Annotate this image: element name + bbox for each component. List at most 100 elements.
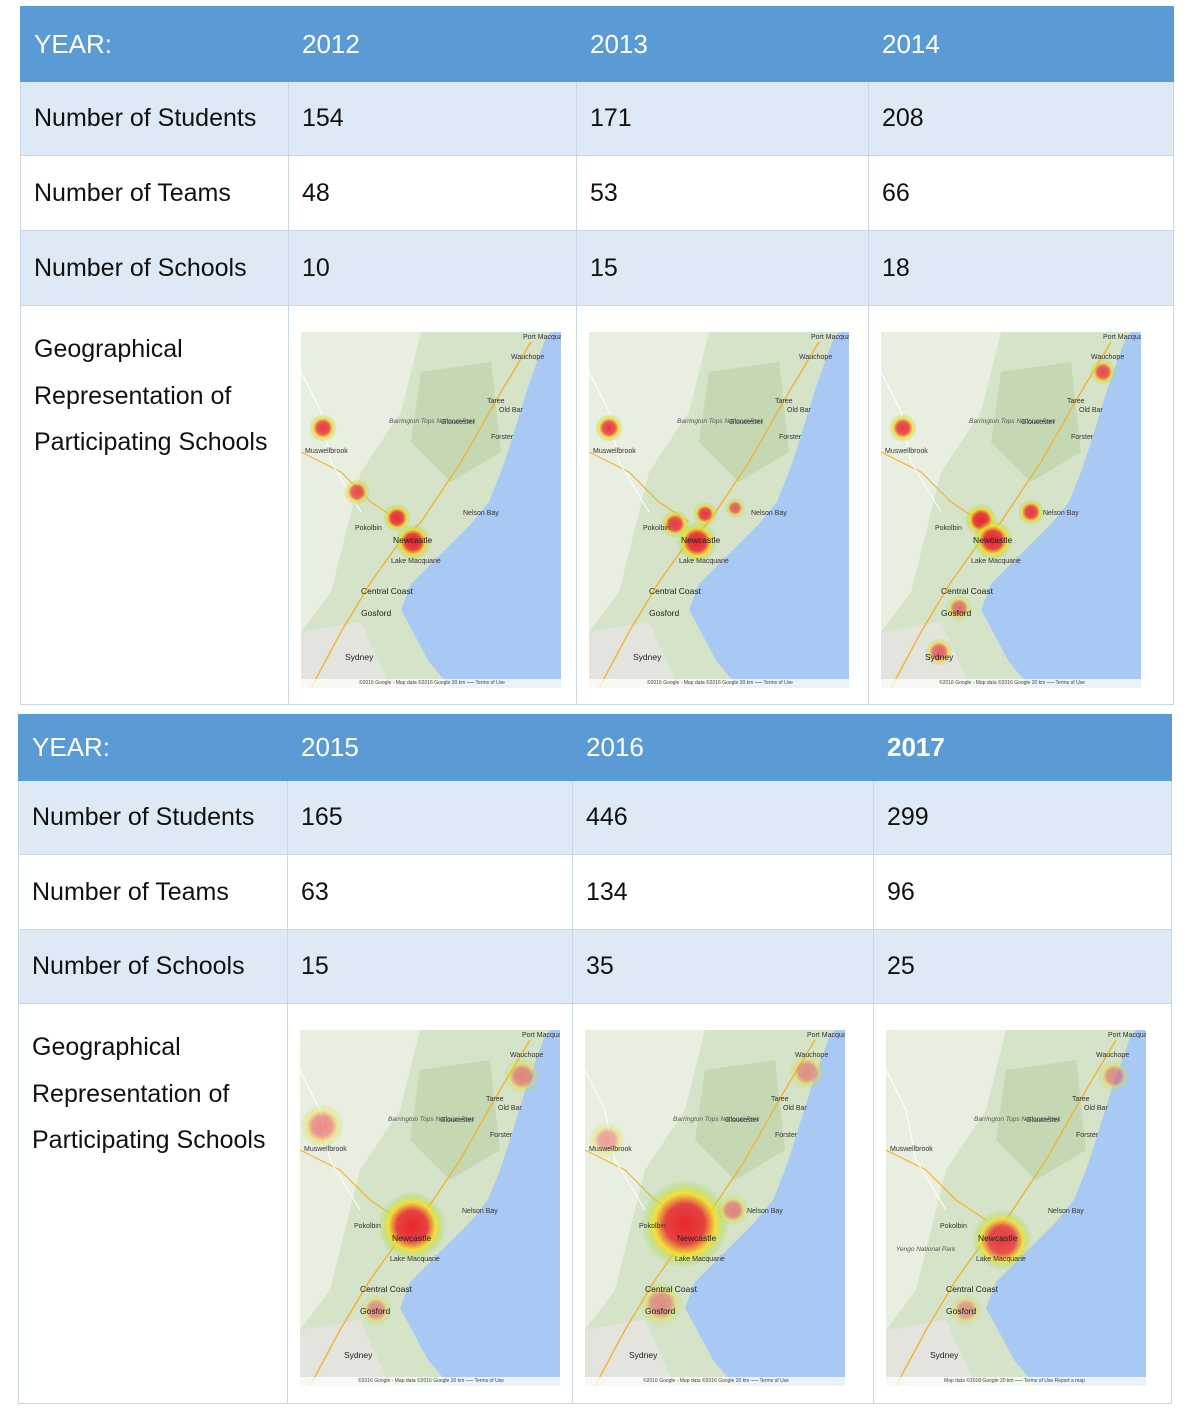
heat-spot — [973, 520, 1013, 560]
heat-spot — [1098, 1060, 1130, 1092]
heat-spot — [950, 1294, 982, 1326]
map-label-central-coast: Central Coast — [360, 1284, 412, 1294]
map-label-forster: Forster — [779, 434, 802, 441]
heat-spot — [589, 1122, 625, 1158]
heat-spot — [344, 479, 370, 505]
map-label-barrington: Barrington Tops National Park — [673, 1116, 760, 1123]
row-label: Number of Schools — [18, 929, 288, 1004]
map-footer: ©2016 Google - Map data ©2016 Google 20 … — [585, 1377, 845, 1386]
cell-value: 18 — [868, 230, 1174, 306]
map-label-barrington: Barrington Tops National Park — [388, 1116, 475, 1123]
map-label-forster: Forster — [1076, 1132, 1099, 1139]
map-footer: ©2016 Google - Map data ©2016 Google 20 … — [589, 679, 849, 688]
year-2015: 2015 — [287, 714, 573, 781]
heat-spot — [378, 1192, 446, 1260]
map-footer: Map data ©2018 Google 20 km ⎯⎯⎯ Terms of… — [886, 1377, 1146, 1386]
map-footer: ©2016 Google - Map data ©2016 Google 20 … — [300, 1377, 560, 1386]
row-label: Number of Teams — [18, 854, 288, 930]
map-2015: Port Macquarie Wauchope Taree Old Bar Forste… — [300, 1030, 560, 1386]
map-label-old-bar: Old Bar — [783, 1105, 807, 1112]
map-label-newcastle: Newcastle — [681, 535, 721, 545]
map-label-nelson-bay: Nelson Bay — [463, 510, 499, 517]
map-label-wauchope: Wauchope — [511, 354, 545, 361]
geo-label: Geographical Representation of Participa… — [20, 305, 289, 705]
map-label-muswellbrook: Muswellbrook — [589, 1146, 632, 1153]
map-label-port-macquarie: Port Macquarie — [523, 334, 561, 341]
map-label-gosford: Gosford — [360, 1306, 391, 1316]
map-label-newcastle: Newcastle — [393, 535, 433, 545]
map-2013: Port Macquarie Wauchope Taree Old Bar Forste… — [589, 332, 849, 688]
map-label-taree: Taree — [486, 1096, 504, 1103]
heat-spot — [946, 595, 972, 621]
stats-table-2012-2014: YEAR: 2012 2013 2014 Number of Students … — [20, 6, 1174, 705]
students-row: Number of Students 154 171 208 — [20, 81, 1174, 156]
map-label-pokolbin: Pokolbin — [354, 1223, 381, 1230]
map-label-old-bar: Old Bar — [498, 1105, 522, 1112]
cell-value: 53 — [576, 155, 869, 231]
map-label-gosford: Gosford — [649, 608, 680, 618]
map-label-gosford: Gosford — [645, 1306, 676, 1316]
cell-value: 299 — [873, 780, 1172, 855]
map-label-taree: Taree — [487, 398, 505, 405]
heat-spot — [717, 1194, 749, 1226]
map-label-wauchope: Wauchope — [1096, 1052, 1130, 1059]
map-svg — [881, 332, 1141, 688]
map-label-lake-macquarie: Lake Macquarie — [679, 558, 729, 565]
map-label-muswellbrook: Muswellbrook — [890, 1146, 933, 1153]
map-label-lake-macquarie: Lake Macquarie — [976, 1256, 1026, 1263]
heat-spot — [383, 504, 411, 532]
cell-value: 154 — [288, 81, 577, 156]
cell-value: 10 — [288, 230, 577, 306]
map-label-forster: Forster — [491, 434, 514, 441]
map-label-nelson-bay: Nelson Bay — [1043, 510, 1079, 517]
map-label-nelson-bay: Nelson Bay — [747, 1208, 783, 1215]
map-label-lake-macquarie: Lake Macquarie — [971, 558, 1021, 565]
map-label-gloucester: Gloucester — [729, 419, 763, 426]
map-label-lake-macquarie: Lake Macquarie — [390, 1256, 440, 1263]
map-svg — [886, 1030, 1146, 1386]
map-label-port-macquarie: Port Macquarie — [522, 1032, 560, 1039]
map-label-forster: Forster — [490, 1132, 513, 1139]
map-label-forster: Forster — [1071, 434, 1094, 441]
year-2016: 2016 — [572, 714, 874, 781]
map-label-central-coast: Central Coast — [361, 586, 413, 596]
cell-value: 96 — [873, 854, 1172, 930]
cell-value: 15 — [576, 230, 869, 306]
map-label-gosford: Gosford — [361, 608, 392, 618]
map-2014: Port Macquarie Wauchope Taree Old Bar Forste… — [881, 332, 1141, 688]
map-2017: Port Macquarie Wauchope Taree Old Bar Forste… — [886, 1030, 1146, 1386]
heat-spot — [1090, 359, 1116, 385]
year-2014: 2014 — [868, 6, 1174, 82]
map-footer: ©2016 Google - Map data ©2016 Google 20 … — [301, 679, 561, 688]
cell-value: 15 — [287, 929, 573, 1004]
map-label-muswellbrook: Muswellbrook — [593, 448, 636, 455]
map-label-taree: Taree — [1072, 1096, 1090, 1103]
heat-spot — [595, 414, 623, 442]
heat-spot — [972, 1210, 1032, 1270]
map-label-newcastle: Newcastle — [677, 1233, 717, 1243]
map-label-sydney: Sydney — [345, 652, 374, 662]
map-label-sydney: Sydney — [930, 1350, 959, 1360]
cell-value: 63 — [287, 854, 573, 930]
map-label-sydney: Sydney — [633, 652, 662, 662]
year-2017: 2017 — [873, 714, 1172, 781]
geo-row: Geographical Representation of Participa… — [20, 305, 1174, 705]
map-label-gosford: Gosford — [941, 608, 972, 618]
map-footer: ©2016 Google - Map data ©2016 Google 20 … — [881, 679, 1141, 688]
cell-value: 171 — [576, 81, 869, 156]
cell-value: 446 — [572, 780, 874, 855]
map-2012: Port Macquarie Wauchope Taree Old Bar Forste… — [301, 332, 561, 688]
map-label-newcastle: Newcastle — [392, 1233, 432, 1243]
map-label-gloucester: Gloucester — [1021, 419, 1055, 426]
map-label-barrington: Barrington Tops National Park — [974, 1116, 1061, 1123]
cell-value: 208 — [868, 81, 1174, 156]
cell-value: 134 — [572, 854, 874, 930]
header-row: YEAR: 2015 2016 2017 — [18, 714, 1172, 781]
map-label-pokolbin: Pokolbin — [355, 525, 382, 532]
map-label-muswellbrook: Muswellbrook — [305, 448, 348, 455]
map-label-gloucester: Gloucester — [1026, 1117, 1060, 1124]
map-label-pokolbin: Pokolbin — [935, 525, 962, 532]
teams-row: Number of Teams 63 134 96 — [18, 854, 1172, 930]
map-svg — [301, 332, 561, 688]
schools-row: Number of Schools 15 35 25 — [18, 929, 1172, 1004]
